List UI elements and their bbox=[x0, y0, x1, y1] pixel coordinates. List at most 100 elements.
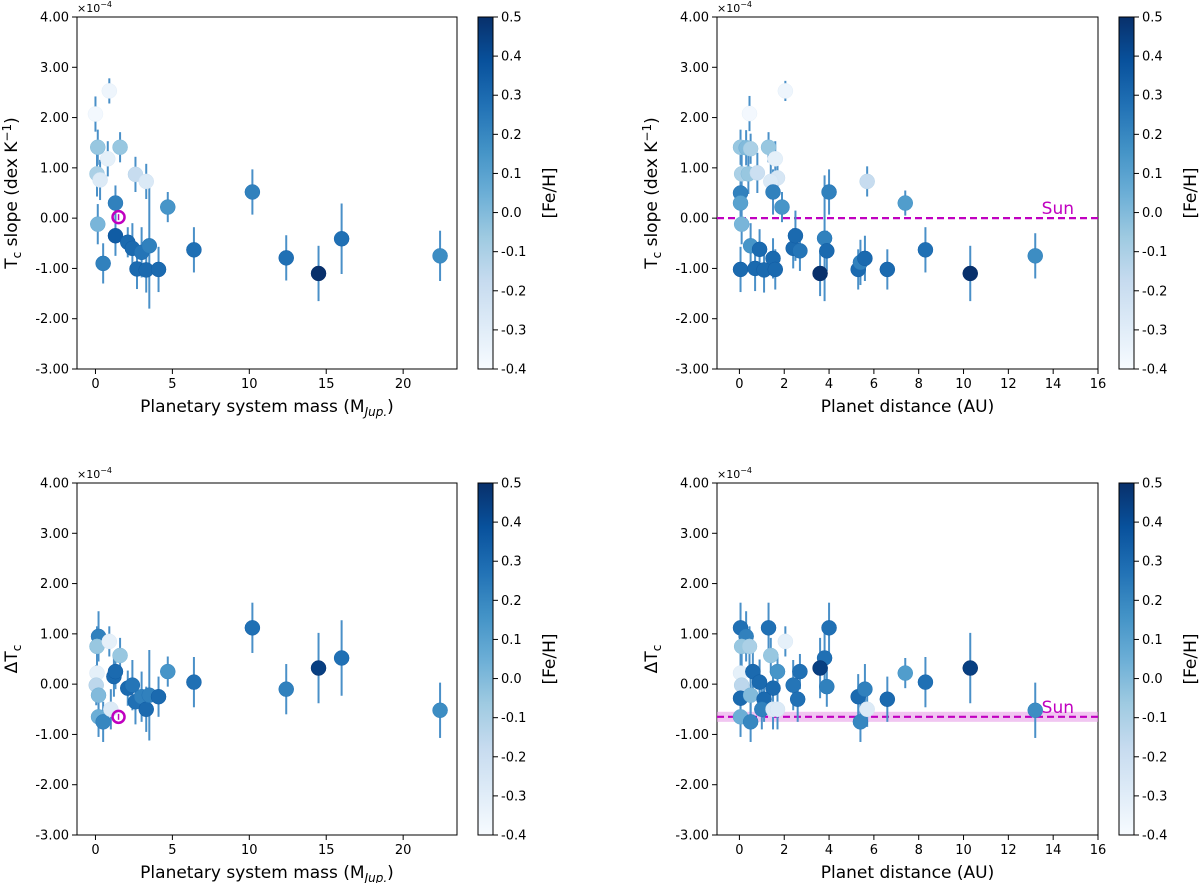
colorbar-tick-label: 0.2 bbox=[1142, 128, 1163, 143]
x-label-subscript: Jup. bbox=[363, 871, 388, 883]
y-tick-label: 0.00 bbox=[680, 678, 709, 693]
data-point bbox=[917, 242, 934, 258]
y-axis-label: Tc slope (dex K−1) bbox=[640, 117, 664, 270]
x-tick-label: 12 bbox=[1000, 377, 1017, 392]
data-point bbox=[742, 687, 759, 703]
data-point bbox=[1027, 248, 1043, 264]
data-point bbox=[112, 647, 128, 664]
y-label-subscript: c bbox=[10, 252, 24, 259]
data-point bbox=[859, 701, 875, 718]
x-tick-label: 0 bbox=[91, 843, 99, 858]
data-point bbox=[150, 261, 167, 278]
x-tick-label: 10 bbox=[955, 377, 972, 392]
plot-frame bbox=[716, 16, 1099, 370]
data-point bbox=[751, 241, 768, 258]
x-tick-label: 6 bbox=[870, 843, 878, 858]
data-point bbox=[278, 250, 294, 266]
data-point bbox=[821, 184, 837, 200]
data-point bbox=[859, 173, 875, 190]
colorbar-tick-label: 0.5 bbox=[501, 477, 522, 492]
data-point bbox=[742, 714, 759, 730]
y-tick-label: 3.00 bbox=[40, 527, 69, 542]
colorbar-tick-label: 0.0 bbox=[501, 206, 522, 221]
colorbar bbox=[1118, 482, 1135, 836]
data-point bbox=[150, 688, 167, 705]
colorbar-tick-label: 0.3 bbox=[1142, 89, 1163, 104]
colorbar bbox=[477, 16, 494, 370]
sun-marker bbox=[111, 709, 126, 725]
y-tick-label: 4.00 bbox=[680, 11, 709, 26]
multiplier-base: ×10 bbox=[77, 468, 100, 481]
multiplier-base: ×10 bbox=[717, 2, 740, 15]
data-point bbox=[879, 691, 896, 707]
x-tick-label: 4 bbox=[825, 843, 833, 858]
y-tick-label: -2.00 bbox=[675, 778, 709, 793]
colorbar-tick-label: 0.1 bbox=[501, 633, 522, 648]
data-point bbox=[792, 663, 808, 680]
multiplier-base: ×10 bbox=[717, 468, 740, 481]
sun-label: Sun bbox=[1042, 698, 1074, 718]
data-point bbox=[852, 714, 869, 730]
data-point bbox=[95, 255, 111, 272]
colorbar-tick-label: -0.4 bbox=[1142, 829, 1167, 844]
plot-frame bbox=[76, 482, 458, 836]
data-point bbox=[962, 265, 979, 282]
data-point bbox=[160, 199, 176, 215]
y-tick-label: 1.00 bbox=[680, 161, 709, 176]
data-point bbox=[741, 105, 758, 122]
data-point bbox=[763, 647, 779, 664]
colorbar-tick-label: 0.0 bbox=[501, 672, 522, 687]
y-tick-label: -3.00 bbox=[35, 363, 69, 378]
data-point bbox=[742, 140, 759, 157]
data-point bbox=[897, 665, 914, 681]
data-point bbox=[732, 195, 749, 211]
y-axis-label: Tc slope (dex K−1) bbox=[0, 117, 24, 270]
data-point bbox=[857, 681, 873, 697]
y-multiplier: ×10−4 bbox=[77, 0, 112, 15]
x-label-close: ) bbox=[387, 397, 394, 417]
data-point bbox=[819, 678, 835, 695]
y-label-subscript: c bbox=[650, 645, 664, 652]
colorbar-label: [Fe/H] bbox=[540, 633, 560, 684]
data-point bbox=[244, 620, 261, 636]
data-point bbox=[141, 238, 158, 254]
y-label-subscript: c bbox=[10, 645, 24, 652]
y-tick-label: -1.00 bbox=[675, 262, 709, 277]
y-tick-label: 0.00 bbox=[40, 678, 69, 693]
colorbar-label: [Fe/H] bbox=[1181, 633, 1200, 684]
y-axis-label: ΔTc bbox=[642, 645, 664, 674]
colorbar-tick-label: -0.4 bbox=[501, 829, 526, 844]
x-tick-label: 12 bbox=[1000, 843, 1017, 858]
data-point bbox=[333, 231, 350, 247]
x-tick-label: 8 bbox=[915, 377, 923, 392]
colorbar-tick-label: -0.2 bbox=[501, 750, 526, 765]
data-point bbox=[244, 184, 261, 200]
x-label-subscript: Jup. bbox=[363, 405, 388, 419]
colorbar-tick-label: -0.4 bbox=[1142, 363, 1167, 378]
y-tick-label: -3.00 bbox=[675, 363, 709, 378]
data-point bbox=[769, 663, 786, 680]
colorbar-tick-label: 0.2 bbox=[501, 128, 522, 143]
x-tick-label: 10 bbox=[241, 377, 258, 392]
x-tick-label: 2 bbox=[780, 377, 788, 392]
colorbar-tick-label: 0.4 bbox=[1142, 50, 1163, 65]
x-tick-label: 5 bbox=[168, 377, 176, 392]
data-point bbox=[760, 620, 777, 636]
y-tick-label: -3.00 bbox=[35, 829, 69, 844]
colorbar-label: [Fe/H] bbox=[540, 167, 560, 218]
plot-frame bbox=[716, 482, 1099, 836]
x-axis-label: Planetary system mass (MJup.) bbox=[140, 397, 394, 419]
data-point bbox=[749, 165, 766, 181]
colorbar-tick-label: 0.4 bbox=[501, 50, 522, 65]
x-tick-label: 4 bbox=[825, 377, 833, 392]
y-tick-label: -2.00 bbox=[35, 312, 69, 327]
colorbar-tick-label: -0.1 bbox=[501, 711, 526, 726]
data-point bbox=[103, 701, 119, 718]
data-point bbox=[160, 663, 176, 680]
data-point bbox=[90, 687, 107, 703]
y-axis-label: ΔTc bbox=[2, 645, 24, 674]
x-tick-label: 16 bbox=[1090, 377, 1107, 392]
colorbar-tick-label: 0.0 bbox=[1142, 206, 1163, 221]
y-multiplier: ×10−4 bbox=[717, 0, 752, 15]
y-multiplier: ×10−4 bbox=[717, 466, 752, 481]
